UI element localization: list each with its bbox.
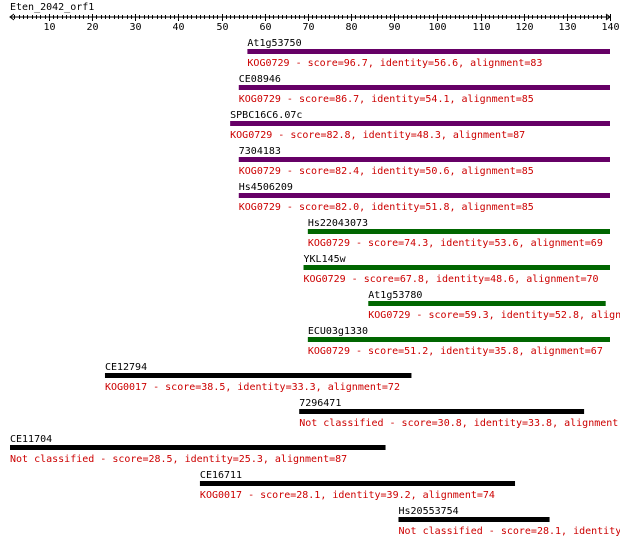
ruler-tick-label: 140 — [601, 22, 619, 33]
hit-row: CE11704 Not classified - score=28.5, iden… — [10, 434, 386, 465]
hit-row: At1g53750 KOG0729 - score=96.7, identity=… — [247, 38, 610, 69]
hit-row: CE16711 KOG0017 - score=28.1, identity=39… — [199, 470, 516, 501]
hit-row: 7296471 Not classified - score=30.8, iden… — [299, 398, 618, 429]
hit-row: 7304183 KOG0729 - score=82.4, identity=50… — [238, 146, 610, 177]
ruler-tick-label: 130 — [558, 22, 576, 33]
hit-annotation: KOG0017 - score=28.1, identity=39.2, ali… — [200, 490, 495, 501]
hit-annotation: Not classified - score=28.1, identity — [398, 526, 620, 537]
hit-alignment-bar[interactable] — [238, 157, 610, 162]
hit-annotation: Not classified - score=30.8, identity=33… — [299, 418, 618, 429]
hit-annotation: KOG0017 - score=38.5, identity=33.3, ali… — [105, 382, 400, 393]
ruler-tick-label: 100 — [428, 22, 446, 33]
hit-name[interactable]: Hs22043073 — [308, 218, 368, 229]
hit-alignment-bar[interactable] — [199, 481, 516, 486]
ruler-tick-label: 70 — [302, 22, 314, 33]
hit-name[interactable]: CE08946 — [239, 74, 281, 85]
hit-name[interactable]: At1g53780 — [368, 290, 422, 301]
hit-name[interactable]: CE11704 — [10, 434, 52, 445]
hit-annotation: Not classified - score=28.5, identity=25… — [10, 454, 347, 465]
hit-alignment-bar[interactable] — [238, 193, 610, 198]
hit-row: At1g53780 KOG0729 - score=59.3, identity=… — [368, 290, 620, 321]
hit-list: At1g53750 KOG0729 - score=96.7, identity=… — [10, 38, 620, 537]
hit-name[interactable]: CE16711 — [200, 470, 242, 481]
ruler-tick-label: 40 — [172, 22, 184, 33]
hit-alignment-bar[interactable] — [247, 49, 610, 54]
hit-annotation: KOG0729 - score=86.7, identity=54.1, ali… — [239, 94, 534, 105]
hit-alignment-bar[interactable] — [307, 229, 610, 234]
hit-row: Hs22043073 KOG0729 - score=74.3, identity… — [307, 218, 610, 249]
hit-name[interactable]: SPBC16C6.07c — [230, 110, 302, 121]
hit-alignment-bar[interactable] — [368, 301, 606, 306]
hit-alignment-bar[interactable] — [238, 85, 610, 90]
hit-name[interactable]: ECU03g1330 — [308, 326, 368, 337]
query-title: Eten_2042_orf1 — [10, 2, 94, 13]
hit-name[interactable]: 7304183 — [239, 146, 281, 157]
position-ruler: 10 20 30 40 50 60 70 80 90 100 110 120 130 140 — [9, 13, 620, 33]
ruler-left-arrow — [9, 13, 15, 21]
ruler-tick-label: 20 — [86, 22, 98, 33]
hit-annotation: KOG0729 - score=59.3, identity=52.8, ali… — [368, 310, 620, 321]
ruler-tick-label: 120 — [515, 22, 533, 33]
hit-annotation: KOG0729 - score=82.4, identity=50.6, ali… — [239, 166, 534, 177]
hit-name[interactable]: CE12794 — [105, 362, 147, 373]
hit-row: Hs4506209 KOG0729 - score=82.0, identity=… — [238, 182, 610, 213]
hit-row: ECU03g1330 KOG0729 - score=51.2, identity… — [307, 326, 610, 357]
ruler-tick-label: 90 — [388, 22, 400, 33]
hit-row: YKL145w KOG0729 - score=67.8, identity=48… — [303, 254, 610, 285]
hit-annotation: KOG0729 - score=82.8, identity=48.3, ali… — [230, 130, 525, 141]
ruler-tick-label: 50 — [216, 22, 228, 33]
hit-annotation: KOG0729 - score=74.3, identity=53.6, ali… — [308, 238, 603, 249]
hit-alignment-bar[interactable] — [230, 121, 610, 126]
hit-row: CE08946 KOG0729 - score=86.7, identity=54… — [238, 74, 610, 105]
ruler-tick-label: 80 — [345, 22, 357, 33]
hit-alignment-bar[interactable] — [10, 445, 386, 450]
hit-name[interactable]: At1g53750 — [247, 38, 301, 49]
hit-row: Hs20553754 Not classified - score=28.1, i… — [398, 506, 620, 537]
hit-annotation: KOG0729 - score=51.2, identity=35.8, ali… — [308, 346, 603, 357]
hit-alignment-bar[interactable] — [398, 517, 550, 522]
hit-annotation: KOG0729 - score=67.8, identity=48.6, ali… — [304, 274, 599, 285]
ruler-tick-label: 110 — [472, 22, 490, 33]
hit-name[interactable]: Hs20553754 — [398, 506, 458, 517]
hit-name[interactable]: YKL145w — [304, 254, 347, 265]
hit-alignment-bar[interactable] — [104, 373, 412, 378]
hit-alignment-bar[interactable] — [303, 265, 610, 270]
ruler-tick-label: 60 — [259, 22, 271, 33]
hit-alignment-bar[interactable] — [299, 409, 585, 414]
hit-alignment-bar[interactable] — [307, 337, 610, 342]
hit-annotation: KOG0729 - score=82.0, identity=51.8, ali… — [239, 202, 534, 213]
hit-name[interactable]: 7296471 — [299, 398, 341, 409]
ruler-tick-label: 30 — [129, 22, 141, 33]
hit-annotation: KOG0729 - score=96.7, identity=56.6, ali… — [247, 58, 542, 69]
hit-row: SPBC16C6.07c KOG0729 - score=82.8, identi… — [230, 110, 610, 141]
hit-name[interactable]: Hs4506209 — [239, 182, 293, 193]
ruler-tick-label: 10 — [43, 22, 55, 33]
hit-row: CE12794 KOG0017 - score=38.5, identity=33… — [104, 362, 412, 393]
